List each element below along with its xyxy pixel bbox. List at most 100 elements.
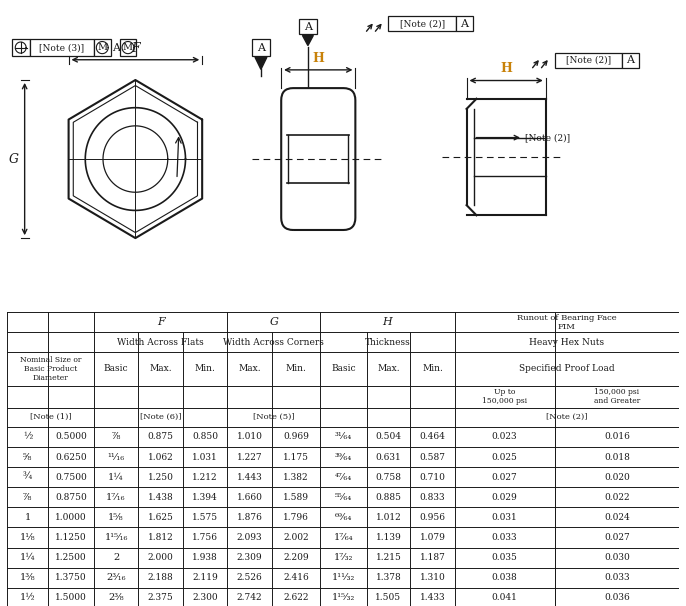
Text: Up to
150,000 psi: Up to 150,000 psi (482, 388, 528, 405)
Text: 0.885: 0.885 (375, 493, 401, 502)
Text: 1.010: 1.010 (237, 433, 263, 441)
Text: H: H (500, 62, 512, 76)
Text: ⁵⁄₈: ⁵⁄₈ (23, 453, 32, 462)
FancyBboxPatch shape (456, 16, 473, 32)
Text: 0.969: 0.969 (283, 433, 309, 441)
Text: 0.030: 0.030 (604, 553, 630, 562)
Text: 2.093: 2.093 (237, 533, 262, 542)
Text: Nominal Size or
Basic Product
Diameter: Nominal Size or Basic Product Diameter (20, 356, 81, 382)
Text: 1.187: 1.187 (420, 553, 445, 562)
Text: 1⁷⁄₁₆: 1⁷⁄₁₆ (106, 493, 126, 502)
Text: 2.002: 2.002 (283, 533, 309, 542)
Text: H: H (383, 317, 392, 327)
FancyBboxPatch shape (29, 39, 94, 56)
Text: M: M (97, 43, 107, 52)
Text: 0.464: 0.464 (420, 433, 445, 441)
Text: 0.027: 0.027 (604, 533, 630, 542)
Text: ⁴⁷⁄₆₄: ⁴⁷⁄₆₄ (335, 473, 352, 482)
Text: Min.: Min. (285, 364, 307, 373)
Text: 0.710: 0.710 (420, 473, 445, 482)
FancyBboxPatch shape (388, 16, 456, 32)
Text: 2.000: 2.000 (147, 553, 174, 562)
Text: 1.062: 1.062 (147, 453, 174, 462)
Text: ³⁹⁄₆₄: ³⁹⁄₆₄ (335, 453, 352, 462)
Text: 0.6250: 0.6250 (56, 453, 87, 462)
Text: 0.5000: 0.5000 (56, 433, 87, 441)
Text: 0.022: 0.022 (604, 493, 630, 502)
Text: 2.300: 2.300 (192, 593, 218, 602)
Text: H: H (312, 52, 324, 65)
Text: 1.438: 1.438 (147, 493, 174, 502)
Text: 2³⁄₁₆: 2³⁄₁₆ (106, 573, 126, 582)
FancyBboxPatch shape (554, 53, 622, 68)
Text: Specified Proof Load: Specified Proof Load (519, 364, 615, 373)
Text: 1.031: 1.031 (192, 453, 218, 462)
Text: 1.625: 1.625 (147, 513, 174, 522)
Text: 1.433: 1.433 (420, 593, 445, 602)
Text: 1⁵⁄₈: 1⁵⁄₈ (108, 513, 124, 522)
Text: 0.956: 0.956 (419, 513, 445, 522)
Text: A: A (304, 22, 312, 32)
Text: ¾: ¾ (23, 473, 32, 482)
FancyBboxPatch shape (252, 39, 270, 56)
Text: 0.038: 0.038 (492, 573, 517, 582)
Text: Min.: Min. (195, 364, 215, 373)
Text: 2.375: 2.375 (147, 593, 174, 602)
Text: Width Across Corners: Width Across Corners (224, 338, 324, 347)
Polygon shape (303, 35, 314, 45)
Text: 0.8750: 0.8750 (56, 493, 87, 502)
Text: 0.029: 0.029 (492, 493, 517, 502)
Text: Basic: Basic (104, 364, 128, 373)
Text: 0.027: 0.027 (492, 473, 517, 482)
Text: [Note (2)]: [Note (2)] (399, 19, 445, 28)
Text: 2.119: 2.119 (192, 573, 218, 582)
Text: 2.526: 2.526 (237, 573, 263, 582)
Text: Runout of Bearing Face
FIM: Runout of Bearing Face FIM (517, 313, 617, 331)
Text: Basic: Basic (331, 364, 356, 373)
Text: G: G (270, 317, 279, 327)
Text: 1¹¹⁄₃₂: 1¹¹⁄₃₂ (332, 573, 355, 582)
Text: [Note (6)]: [Note (6)] (140, 413, 181, 421)
Text: Heavy Hex Nuts: Heavy Hex Nuts (530, 338, 604, 347)
Text: 1¼: 1¼ (20, 553, 36, 562)
Text: 2.622: 2.622 (283, 593, 309, 602)
Text: 1³⁄₈: 1³⁄₈ (20, 573, 36, 582)
Text: 1.0000: 1.0000 (56, 513, 87, 522)
Text: 2.188: 2.188 (147, 573, 174, 582)
Text: 2: 2 (113, 553, 119, 562)
Text: 0.875: 0.875 (147, 433, 174, 441)
Text: 1.212: 1.212 (192, 473, 218, 482)
Text: [Note (5)]: [Note (5)] (253, 413, 294, 421)
Text: 1.250: 1.250 (147, 473, 174, 482)
Text: 0.016: 0.016 (604, 433, 630, 441)
Text: 1.012: 1.012 (376, 513, 401, 522)
Text: 0.035: 0.035 (492, 553, 517, 562)
FancyBboxPatch shape (622, 53, 639, 68)
Text: 2.209: 2.209 (283, 553, 309, 562)
Text: [Note (2)]: [Note (2)] (525, 133, 570, 142)
Text: A: A (257, 42, 265, 53)
Text: 1.812: 1.812 (147, 533, 174, 542)
Text: 1⁷⁄₆₄: 1⁷⁄₆₄ (333, 533, 353, 542)
Text: 150,000 psi
and Greater: 150,000 psi and Greater (593, 388, 640, 405)
Text: 1.1250: 1.1250 (56, 533, 87, 542)
Text: 1.575: 1.575 (192, 513, 218, 522)
Text: 1.215: 1.215 (375, 553, 401, 562)
Text: 0.833: 0.833 (420, 493, 445, 502)
Text: 0.758: 0.758 (375, 473, 401, 482)
Text: 2.309: 2.309 (237, 553, 262, 562)
Text: 0.7500: 0.7500 (56, 473, 87, 482)
Text: ⁶⁹⁄₆₄: ⁶⁹⁄₆₄ (335, 513, 352, 522)
Text: ⁷⁄₈: ⁷⁄₈ (23, 493, 32, 502)
Text: ⁷⁄₈: ⁷⁄₈ (111, 433, 121, 441)
Text: 0.024: 0.024 (604, 513, 630, 522)
Text: Min.: Min. (422, 364, 443, 373)
Text: 0.033: 0.033 (492, 533, 517, 542)
Text: 0.631: 0.631 (376, 453, 401, 462)
Text: 1.5000: 1.5000 (56, 593, 87, 602)
FancyBboxPatch shape (298, 19, 318, 35)
Text: 1.382: 1.382 (283, 473, 309, 482)
Text: 1¹⁵⁄₁₆: 1¹⁵⁄₁₆ (104, 533, 128, 542)
Text: 1.310: 1.310 (420, 573, 445, 582)
Text: 1.660: 1.660 (237, 493, 263, 502)
